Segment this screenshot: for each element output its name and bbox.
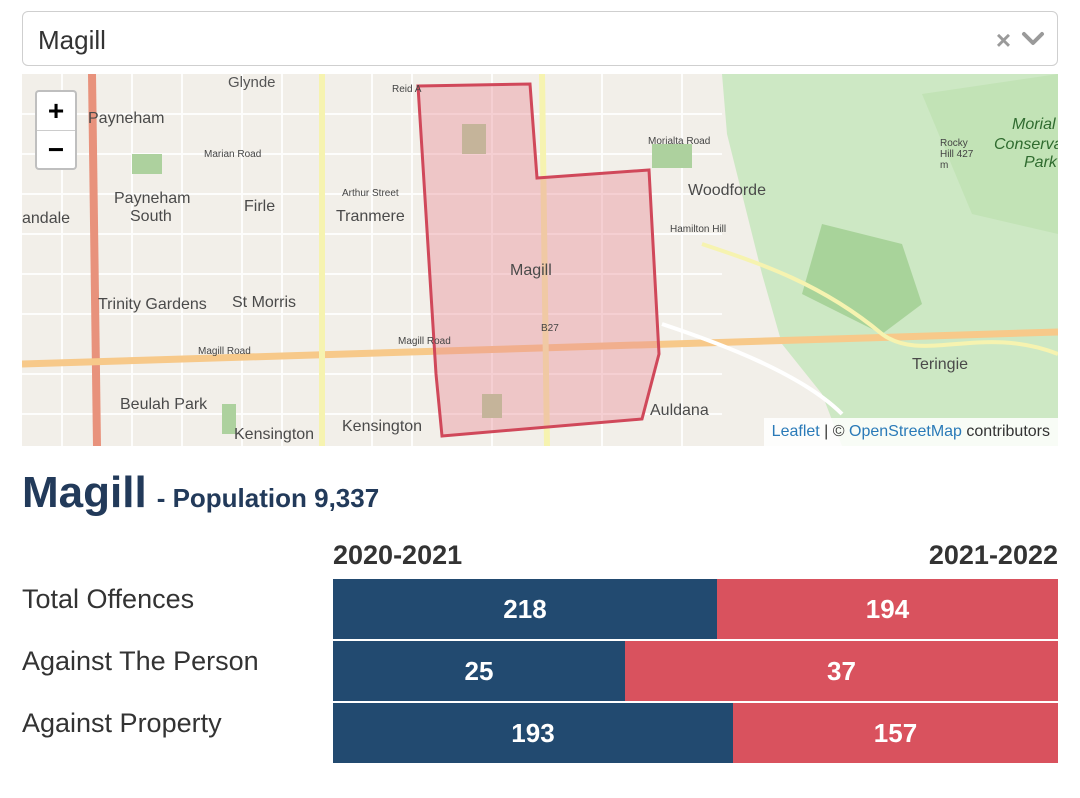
map-label-glynde: Glynde [228,74,276,91]
chevron-down-icon[interactable] [1021,31,1045,52]
map-tiles [22,74,1058,446]
map-label-tranmere: Tranmere [336,208,405,225]
map-label-marian-road: Marian Road [204,149,262,160]
zoom-control: + − [35,90,77,170]
period-first-label: 2020-2021 [333,540,463,570]
comparison-bar-against-property: 193 157 [333,703,1058,763]
map-label-hamilton-hill: Hamilton Hill [670,224,727,235]
suburb-heading: Magill - Population 9,337 [22,468,379,518]
bar-segment-second: 194 [717,579,1058,639]
row-label-against-property: Against Property [22,708,222,738]
map-label-teringie: Teringie [912,356,969,373]
openstreetmap-link[interactable]: OpenStreetMap [849,423,962,440]
map-label-beulah-park: Beulah Park [120,396,208,413]
row-label-total-offences: Total Offences [22,584,195,614]
bar-segment-first: 25 [333,641,625,701]
attribution-contributors: contributors [961,423,1050,440]
map-label-andale: andale [22,210,71,227]
map-label-morialta-road: Morialta Road [648,136,711,147]
map-label-morialta: Morial [1012,116,1056,133]
map-label-st-morris: St Morris [232,294,296,311]
bar-segment-second: 157 [733,703,1058,763]
bar-segment-second: 37 [625,641,1058,701]
map-label-kensington: Kensington [234,426,315,443]
comparison-bar-total-offences: 218 194 [333,579,1058,639]
map-label-firle: Firle [244,198,276,215]
map-attribution: Leaflet | © OpenStreetMap contributors [763,418,1058,446]
map-label-trinity-gardens: Trinity Gardens [98,296,207,313]
map-label-auldana: Auldana [650,402,709,419]
suburb-name: Magill [22,468,147,517]
map-label-reid-avenue: Reid A [392,84,422,95]
map-label-kensington-gardens: Kensington [342,418,423,435]
zoom-out-button[interactable]: − [47,134,65,165]
clear-icon[interactable]: × [995,25,1011,55]
map-label-park: Park [1024,154,1057,171]
attribution-separator: | © [819,423,849,440]
bar-segment-first: 193 [333,703,733,763]
map-label-payneham: Payneham [88,110,165,127]
row-label-against-the-person: Against The Person [22,646,259,676]
map-label-payneham-south-line2: South [130,208,172,225]
population-text: - Population 9,337 [156,483,380,513]
map-label-rocky-hill: Rocky Hill 427 m [940,138,974,171]
bar-segment-first: 218 [333,579,717,639]
period-second-label: 2021-2022 [928,540,1058,570]
map-label-arthur-street: Arthur Street [342,188,399,199]
leaflet-link[interactable]: Leaflet [771,423,820,440]
map-label-conservation: Conserva [994,136,1058,153]
zoom-in-button[interactable]: + [37,92,75,131]
map-label-woodforde: Woodforde [688,182,766,199]
map-label-payneham-south-line1: Payneham [114,190,191,207]
comparison-bar-against-the-person: 25 37 [333,641,1058,701]
map-label-b27: B27 [541,323,559,334]
map-label-magill: Magill [510,262,552,279]
map[interactable]: Glynde Payneham Marian Road Payneham Sou… [22,74,1058,446]
map-label-magill-road-east: Magill Road [398,336,451,347]
suburb-select-value: Magill [38,25,106,55]
suburb-select[interactable]: Magill × [22,11,1058,66]
map-label-magill-road-west: Magill Road [198,346,251,357]
